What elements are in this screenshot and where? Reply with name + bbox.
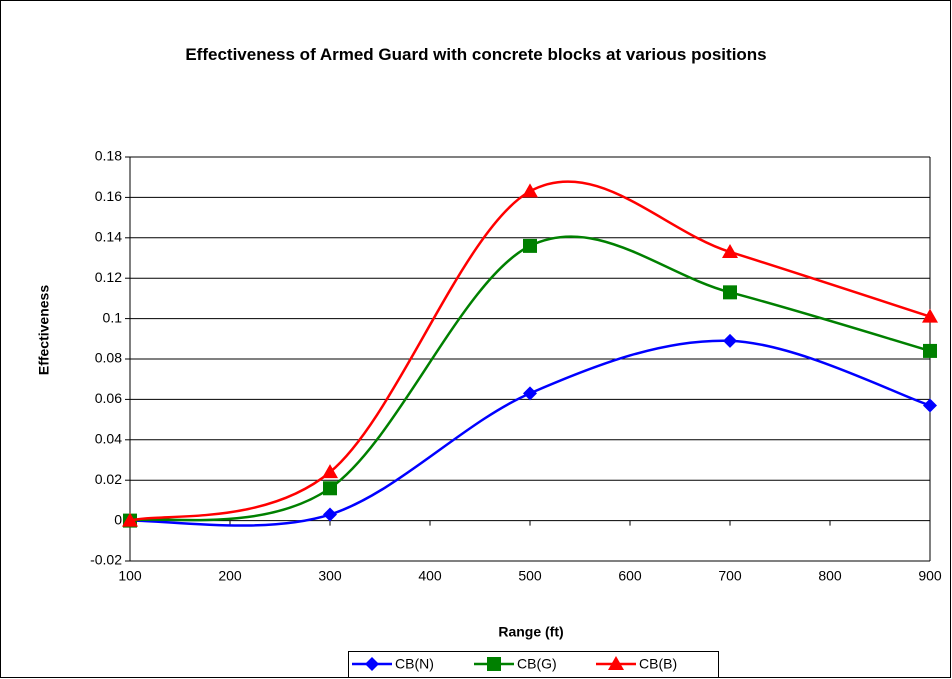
- marker: [723, 333, 737, 348]
- y-tick-label: 0: [114, 511, 122, 527]
- chart-title: Effectiveness of Armed Guard with concre…: [185, 45, 767, 64]
- marker: [923, 343, 937, 358]
- y-tick-label: 0.06: [95, 390, 122, 406]
- legend-label: CB(B): [639, 656, 677, 672]
- marker: [323, 481, 337, 496]
- marker: [922, 308, 938, 323]
- legend-marker: [487, 657, 501, 671]
- x-tick-label: 600: [618, 568, 642, 584]
- x-tick-label: 800: [818, 568, 842, 584]
- y-tick-label: 0.12: [95, 269, 122, 285]
- x-tick-label: 500: [518, 568, 542, 584]
- y-tick-label: 0.02: [95, 471, 122, 487]
- y-tick-label: 0.14: [95, 229, 122, 245]
- marker: [523, 238, 537, 253]
- x-axis-label: Range (ft): [498, 624, 563, 640]
- legend-marker: [365, 657, 379, 671]
- marker: [122, 512, 138, 527]
- y-axis-label: Effectiveness: [36, 285, 52, 375]
- legend-box: [348, 651, 719, 678]
- legend-label: CB(G): [517, 656, 557, 672]
- y-tick-label: 0.18: [95, 148, 122, 164]
- x-tick-label: 400: [418, 568, 442, 584]
- y-tick-label: -0.02: [90, 552, 122, 568]
- series-line: [129, 180, 931, 522]
- y-tick-label: 0.04: [95, 431, 122, 447]
- legend-marker: [608, 656, 624, 670]
- x-tick-label: 100: [118, 568, 142, 584]
- y-tick-label: 0.1: [103, 309, 123, 325]
- marker: [523, 386, 537, 401]
- marker: [323, 507, 337, 522]
- x-tick-label: 900: [918, 568, 942, 584]
- marker: [322, 464, 338, 479]
- marker: [923, 398, 937, 413]
- x-tick-label: 700: [718, 568, 742, 584]
- marker: [522, 183, 538, 198]
- x-tick-label: 200: [218, 568, 242, 584]
- marker: [723, 285, 737, 300]
- y-tick-label: 0.16: [95, 188, 122, 204]
- legend-label: CB(N): [395, 656, 434, 672]
- marker: [722, 243, 738, 258]
- y-tick-label: 0.08: [95, 350, 122, 366]
- x-tick-label: 300: [318, 568, 342, 584]
